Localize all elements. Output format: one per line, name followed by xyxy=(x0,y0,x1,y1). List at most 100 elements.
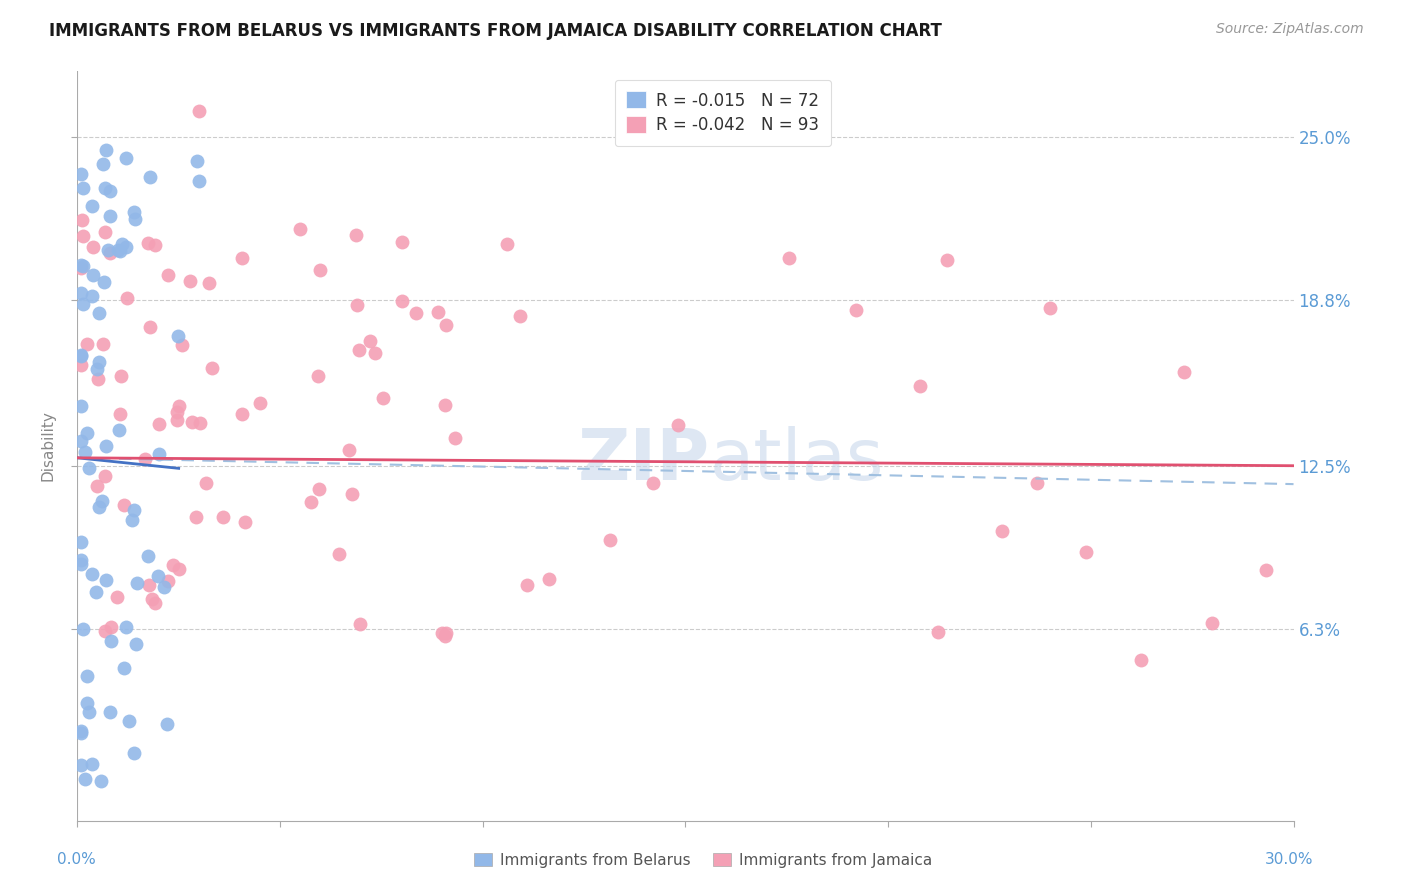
Point xyxy=(155,717,177,731)
Point xyxy=(125,576,148,591)
Point xyxy=(434,629,457,643)
Point xyxy=(1025,476,1047,491)
Point xyxy=(537,572,560,586)
Point xyxy=(935,252,957,267)
Point xyxy=(87,355,110,369)
Point xyxy=(162,558,184,573)
Point xyxy=(82,567,104,582)
Point xyxy=(80,756,103,771)
Point xyxy=(136,236,159,251)
Point xyxy=(100,245,122,260)
Point xyxy=(231,407,253,421)
Point xyxy=(100,634,122,648)
Point xyxy=(328,547,350,561)
Point xyxy=(82,268,104,282)
Point xyxy=(156,574,179,588)
Point xyxy=(87,371,110,385)
Point xyxy=(668,418,690,433)
Point xyxy=(94,180,117,194)
Point xyxy=(201,360,224,375)
Point xyxy=(139,320,162,334)
Point xyxy=(93,275,115,289)
Point xyxy=(112,498,135,512)
Point xyxy=(166,413,188,427)
Point xyxy=(73,445,96,459)
Point xyxy=(195,475,218,490)
Point xyxy=(139,169,162,184)
Point xyxy=(122,747,145,761)
Point xyxy=(138,578,160,592)
Point xyxy=(134,451,156,466)
Point xyxy=(166,329,188,343)
Point xyxy=(167,561,190,575)
Point xyxy=(340,487,363,501)
Point xyxy=(73,772,96,787)
Point xyxy=(337,442,360,457)
Point xyxy=(359,334,381,348)
Point xyxy=(70,725,93,739)
Point xyxy=(86,361,108,376)
Point xyxy=(141,592,163,607)
Point xyxy=(70,434,93,449)
Point xyxy=(1173,365,1195,379)
Point xyxy=(434,318,457,332)
Point xyxy=(1256,563,1278,577)
Point xyxy=(86,479,108,493)
Point xyxy=(76,697,98,711)
Point xyxy=(308,482,330,496)
Point xyxy=(845,303,868,318)
Point xyxy=(108,408,131,422)
Point xyxy=(347,343,370,358)
Point xyxy=(98,185,121,199)
Point xyxy=(94,143,117,157)
Legend: R = -0.015   N = 72, R = -0.042   N = 93: R = -0.015 N = 72, R = -0.042 N = 93 xyxy=(614,79,831,146)
Point xyxy=(179,275,201,289)
Point xyxy=(166,405,188,419)
Point xyxy=(496,236,519,251)
Point xyxy=(96,573,118,587)
Point xyxy=(211,510,233,524)
Point xyxy=(1129,653,1152,667)
Point xyxy=(405,306,427,320)
Point xyxy=(91,157,114,171)
Point xyxy=(187,173,209,187)
Point xyxy=(84,584,107,599)
Point xyxy=(70,349,93,363)
Point xyxy=(444,431,467,445)
Point xyxy=(108,244,131,258)
Point xyxy=(70,535,93,549)
Point xyxy=(516,578,538,592)
Point xyxy=(72,228,94,243)
Point xyxy=(188,417,211,431)
Point xyxy=(1201,616,1223,631)
Point xyxy=(89,500,111,515)
Point xyxy=(94,624,117,638)
Point xyxy=(110,369,132,384)
Point xyxy=(91,494,114,508)
Point xyxy=(346,298,368,312)
Point xyxy=(122,502,145,516)
Point xyxy=(100,620,122,634)
Point xyxy=(70,213,93,227)
Point xyxy=(70,260,93,275)
Text: IMMIGRANTS FROM BELARUS VS IMMIGRANTS FROM JAMAICA DISABILITY CORRELATION CHART: IMMIGRANTS FROM BELARUS VS IMMIGRANTS FR… xyxy=(49,22,942,40)
Point xyxy=(299,495,322,509)
Point xyxy=(430,625,453,640)
Point xyxy=(908,379,931,393)
Point xyxy=(181,415,204,429)
Point xyxy=(70,286,93,301)
Point xyxy=(349,617,371,632)
Point xyxy=(70,758,93,772)
Point xyxy=(82,239,104,253)
Point xyxy=(94,439,117,453)
Point xyxy=(143,596,166,610)
Point xyxy=(146,568,169,582)
Point xyxy=(70,167,93,181)
Point xyxy=(70,348,93,362)
Point xyxy=(249,396,271,410)
Point xyxy=(364,346,387,360)
Point xyxy=(157,268,180,282)
Point xyxy=(114,661,136,675)
Point xyxy=(70,558,93,572)
Text: atlas: atlas xyxy=(710,426,884,495)
